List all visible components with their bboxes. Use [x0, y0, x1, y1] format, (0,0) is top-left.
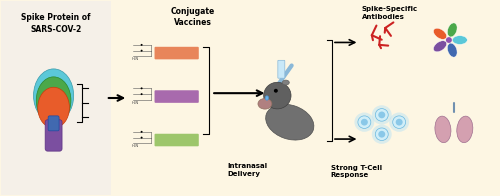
- Circle shape: [361, 119, 368, 125]
- Circle shape: [140, 44, 142, 46]
- Text: H₂N: H₂N: [132, 101, 139, 105]
- Circle shape: [396, 119, 402, 125]
- Ellipse shape: [448, 23, 457, 37]
- Circle shape: [354, 113, 374, 132]
- Circle shape: [140, 93, 142, 95]
- Circle shape: [392, 116, 406, 128]
- Text: H₂N: H₂N: [132, 144, 139, 148]
- FancyBboxPatch shape: [154, 134, 199, 146]
- Text: H₂N: H₂N: [132, 57, 139, 61]
- Ellipse shape: [282, 80, 290, 85]
- Ellipse shape: [266, 104, 314, 140]
- Ellipse shape: [258, 98, 272, 109]
- Text: Conjugate
Vaccines: Conjugate Vaccines: [170, 7, 215, 27]
- Ellipse shape: [448, 43, 457, 57]
- Ellipse shape: [34, 69, 74, 122]
- Circle shape: [389, 113, 409, 132]
- FancyBboxPatch shape: [2, 1, 111, 195]
- Circle shape: [140, 131, 142, 133]
- Circle shape: [376, 128, 388, 141]
- Text: Intranasal
Delivery: Intranasal Delivery: [228, 163, 268, 177]
- Circle shape: [378, 131, 385, 138]
- Text: Spike-Specific
Antibodies: Spike-Specific Antibodies: [362, 6, 418, 20]
- FancyBboxPatch shape: [154, 90, 199, 103]
- FancyBboxPatch shape: [45, 120, 62, 151]
- FancyBboxPatch shape: [154, 47, 199, 59]
- Circle shape: [140, 137, 142, 139]
- Circle shape: [358, 116, 371, 128]
- Circle shape: [140, 50, 142, 52]
- FancyBboxPatch shape: [278, 60, 285, 78]
- Circle shape: [446, 37, 452, 43]
- Circle shape: [376, 109, 388, 121]
- Text: Spike Protein of
SARS-COV-2: Spike Protein of SARS-COV-2: [22, 14, 91, 34]
- FancyBboxPatch shape: [48, 116, 59, 131]
- Circle shape: [378, 112, 385, 118]
- Ellipse shape: [38, 87, 70, 128]
- Circle shape: [372, 125, 392, 144]
- Circle shape: [140, 87, 142, 89]
- Text: Strong T-Cell
Response: Strong T-Cell Response: [330, 165, 382, 178]
- Ellipse shape: [265, 96, 268, 100]
- Ellipse shape: [457, 116, 473, 143]
- Ellipse shape: [264, 82, 291, 109]
- Circle shape: [372, 105, 392, 125]
- Ellipse shape: [434, 41, 446, 52]
- Circle shape: [274, 89, 278, 93]
- Ellipse shape: [36, 77, 71, 124]
- Ellipse shape: [435, 116, 451, 143]
- Ellipse shape: [452, 36, 468, 44]
- Ellipse shape: [434, 28, 446, 39]
